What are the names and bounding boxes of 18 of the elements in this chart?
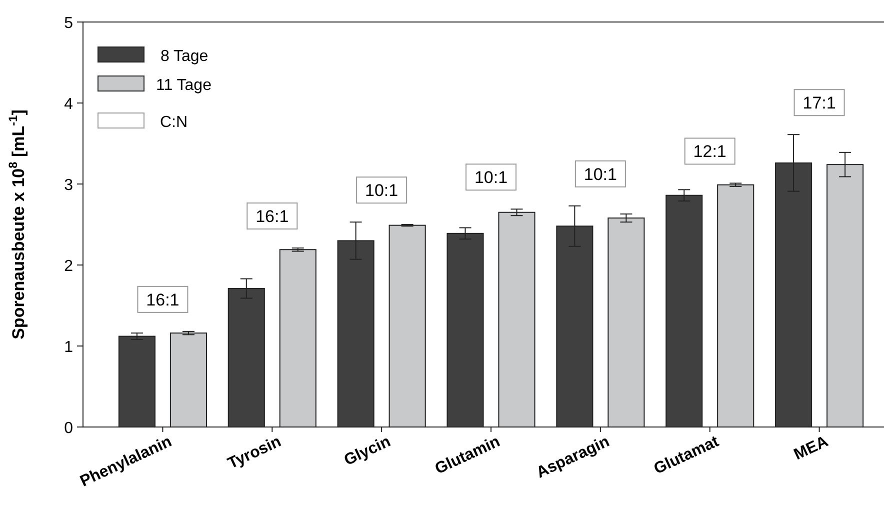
y-tick-label: 3 [64, 177, 74, 194]
legend-label: 8 Tage [156, 48, 208, 65]
y-tick-label: 0 [64, 420, 74, 437]
y-tick-label: 4 [64, 96, 74, 113]
legend-label: 11 Tage [156, 77, 212, 94]
annotation: 10:1 [474, 168, 508, 188]
y-tick-label: 2 [64, 258, 74, 275]
x-tick-label: Glycin [342, 433, 394, 470]
y-tick-label: 5 [64, 15, 74, 32]
annotation: 16:1 [256, 206, 289, 226]
annotation: 17:1 [802, 94, 836, 113]
annotation: 10:1 [365, 181, 398, 200]
x-tick-label: MEA [792, 433, 832, 464]
annotation: 10:1 [584, 164, 617, 184]
y-tick-label: 1 [64, 339, 74, 356]
annotation: C:N [160, 114, 188, 131]
annotation: 16:1 [146, 290, 180, 310]
annotation: 12:1 [693, 142, 726, 162]
